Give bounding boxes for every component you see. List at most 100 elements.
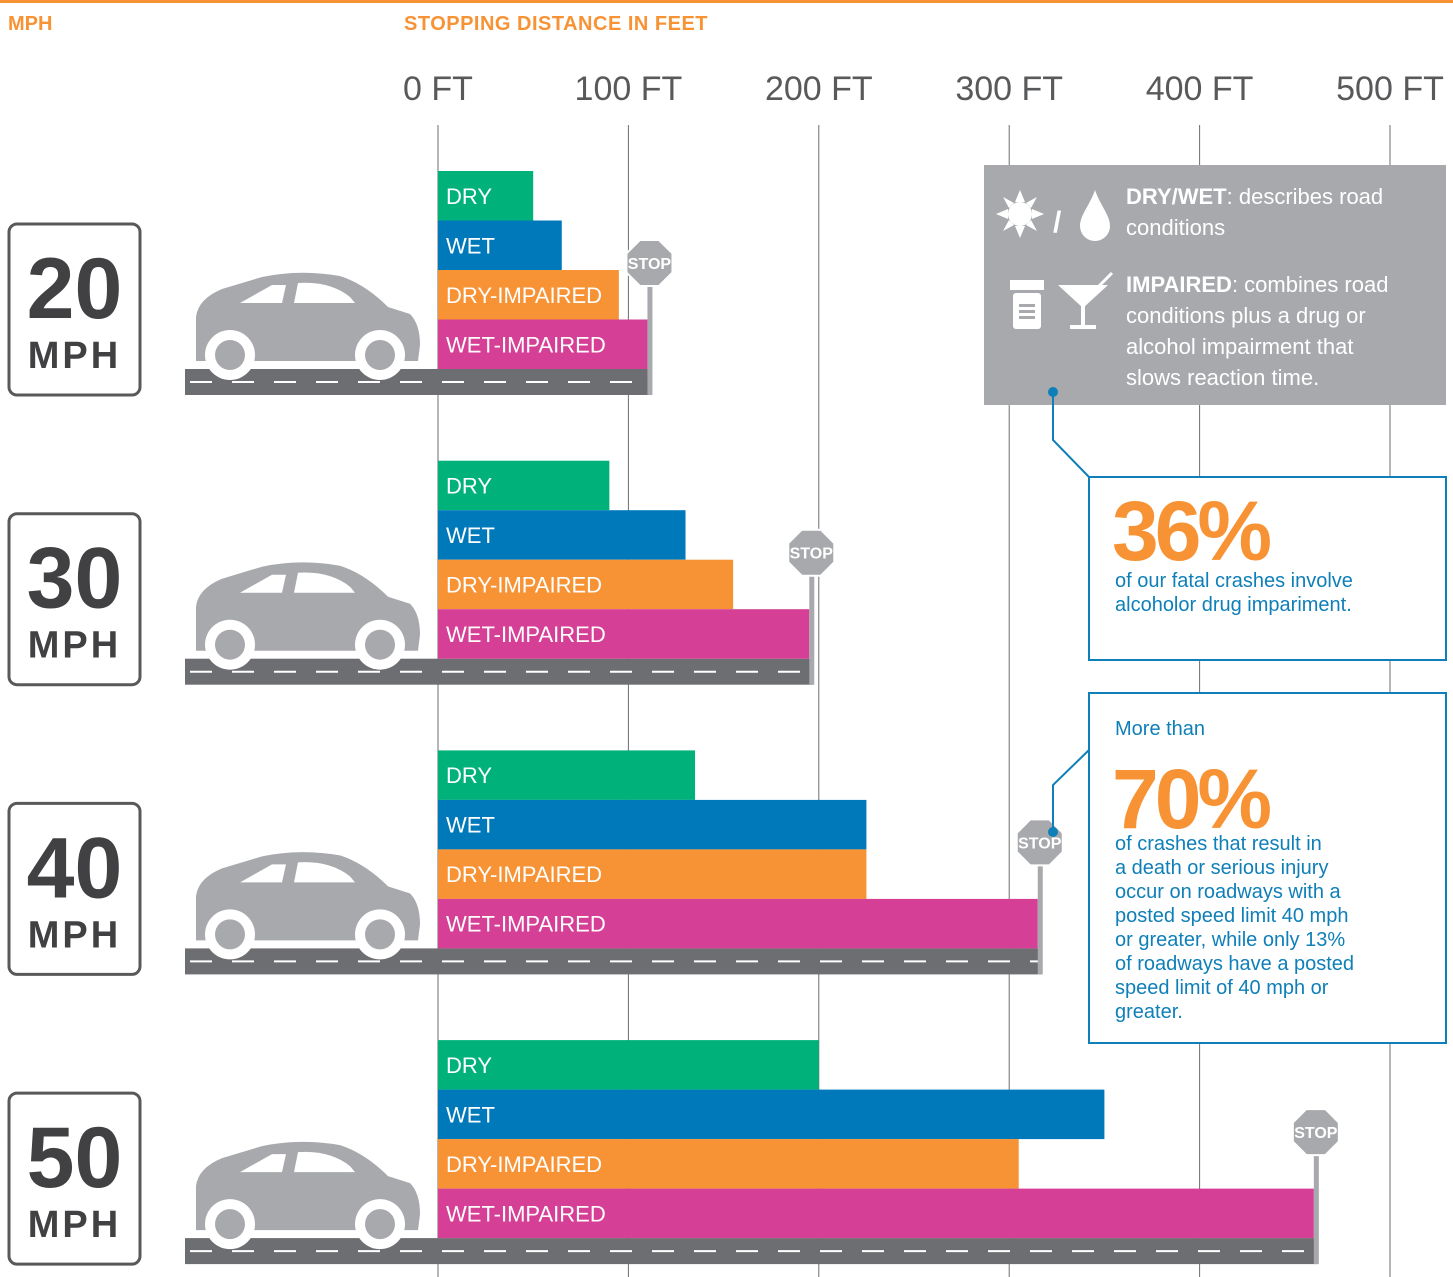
legend-line: alcohol impairment that <box>1126 334 1353 359</box>
callout-box <box>1088 476 1447 661</box>
callout-text: posted speed limit 40 mph <box>1115 905 1348 927</box>
car-window <box>240 1154 286 1173</box>
stop-label: STOP <box>790 546 834 563</box>
speed-value: 40 <box>27 820 123 916</box>
callout-figure: 36% <box>1112 484 1270 578</box>
bar <box>438 1139 1019 1189</box>
bar-label: DRY-IMPAIRED <box>446 1152 602 1177</box>
car-wheel-hub <box>365 1209 395 1240</box>
bar <box>438 1089 1105 1140</box>
stop-sign <box>1291 1108 1340 1157</box>
bar <box>438 171 534 221</box>
bar <box>438 270 619 320</box>
legend-text: DRY/WET: describes road <box>1126 184 1383 209</box>
legend-text: slows reaction time. <box>1126 365 1319 390</box>
bar <box>438 510 686 560</box>
bar-label: WET <box>446 523 495 548</box>
callout-text: speed limit of 40 mph or <box>1115 977 1329 999</box>
bar <box>438 849 867 899</box>
car-wheel-hub <box>215 340 245 370</box>
car-wheel-hub <box>215 919 245 950</box>
stop-sign <box>787 528 836 577</box>
bar-label: WET <box>446 813 495 838</box>
bar-label: DRY-IMPAIRED <box>446 572 602 597</box>
stop-post <box>1037 842 1043 975</box>
bar-label: DRY-IMPAIRED <box>446 283 602 308</box>
stop-sign <box>625 239 674 287</box>
speed-unit: MPH <box>28 1204 121 1246</box>
callouts: 36%of our fatal crashes involvealcoholor… <box>1048 387 1447 1044</box>
x-tick-label: 500 FT <box>1336 70 1444 108</box>
legend-text: conditions <box>1126 215 1225 240</box>
car-window <box>240 574 286 593</box>
legend-line: slows reaction time. <box>1126 365 1319 390</box>
car-window <box>294 282 355 303</box>
car-wheel-hub <box>215 1209 245 1240</box>
stop-post <box>1313 1132 1319 1265</box>
car-wheel-hub <box>365 340 395 370</box>
callout-figure: 70% <box>1112 752 1270 846</box>
bar <box>438 750 696 800</box>
bar <box>438 220 562 270</box>
legend: / DRY/WET: describes roadconditionsIMPAI… <box>984 165 1446 405</box>
x-tick-label: 400 FT <box>1146 70 1254 108</box>
callout-text: of crashes that result in <box>1115 833 1322 855</box>
legend-text: alcohol impairment that <box>1126 334 1353 359</box>
callout-text: or greater, while only 13% <box>1115 929 1345 951</box>
grid: 0 FT 100 FT 200 FT 300 FT 400 FT 500 FT <box>403 70 1444 1277</box>
drop-icon <box>1080 190 1110 241</box>
callout-text: of roadways have a posted <box>1115 953 1354 975</box>
car-window <box>240 285 286 303</box>
callout-text: a death or serious injury <box>1115 857 1328 879</box>
speed-sign <box>7 1091 142 1266</box>
bar-label: DRY <box>446 184 492 209</box>
x-tick-label: 200 FT <box>765 70 873 108</box>
speed-sign <box>7 222 142 397</box>
car-window <box>240 864 286 883</box>
callout-box <box>1088 692 1447 1044</box>
speed-unit: MPH <box>28 625 121 667</box>
stop-post <box>647 263 653 395</box>
bar <box>438 559 734 610</box>
legend-term: DRY/WET <box>1126 184 1227 209</box>
bar-label: DRY <box>446 763 492 788</box>
speed-sign <box>7 512 142 687</box>
legend-term: IMPAIRED <box>1126 272 1232 297</box>
connector-dot <box>1048 827 1058 837</box>
x-tick-label: 0 FT <box>403 70 473 108</box>
x-tick-label: 100 FT <box>575 70 683 108</box>
bar-label: WET <box>446 233 495 258</box>
x-axis-label: STOPPING DISTANCE IN FEET <box>404 13 708 35</box>
bar-label: WET-IMPAIRED <box>446 332 606 357</box>
bar-label: DRY-IMPAIRED <box>446 862 602 887</box>
legend-line: : describes road <box>1227 184 1384 209</box>
stop-label: STOP <box>628 256 672 273</box>
bar <box>438 799 867 850</box>
speed-unit: MPH <box>28 335 121 377</box>
bar <box>438 898 1038 949</box>
speed-value: 50 <box>27 1110 123 1206</box>
connector <box>1052 392 1090 478</box>
legend-text: conditions plus a drug or <box>1126 303 1366 328</box>
callout-text: of our fatal crashes involve <box>1115 570 1353 592</box>
bar-label: DRY <box>446 473 492 498</box>
bar <box>438 609 810 659</box>
speed-unit: MPH <box>28 914 121 956</box>
sun-icon <box>996 190 1044 238</box>
bar-label: WET-IMPAIRED <box>446 622 606 647</box>
callout-intro: More than <box>1115 718 1205 740</box>
speed-value: 20 <box>27 241 123 337</box>
car-window <box>294 1151 355 1173</box>
legend-line: conditions <box>1126 215 1225 240</box>
bar-label: WET-IMPAIRED <box>446 1201 606 1226</box>
bar-label: WET-IMPAIRED <box>446 912 606 937</box>
car-window <box>294 572 355 593</box>
stop-label: STOP <box>1018 835 1062 852</box>
car-window <box>294 862 355 883</box>
bar <box>438 1040 819 1090</box>
stop-post <box>809 552 815 685</box>
